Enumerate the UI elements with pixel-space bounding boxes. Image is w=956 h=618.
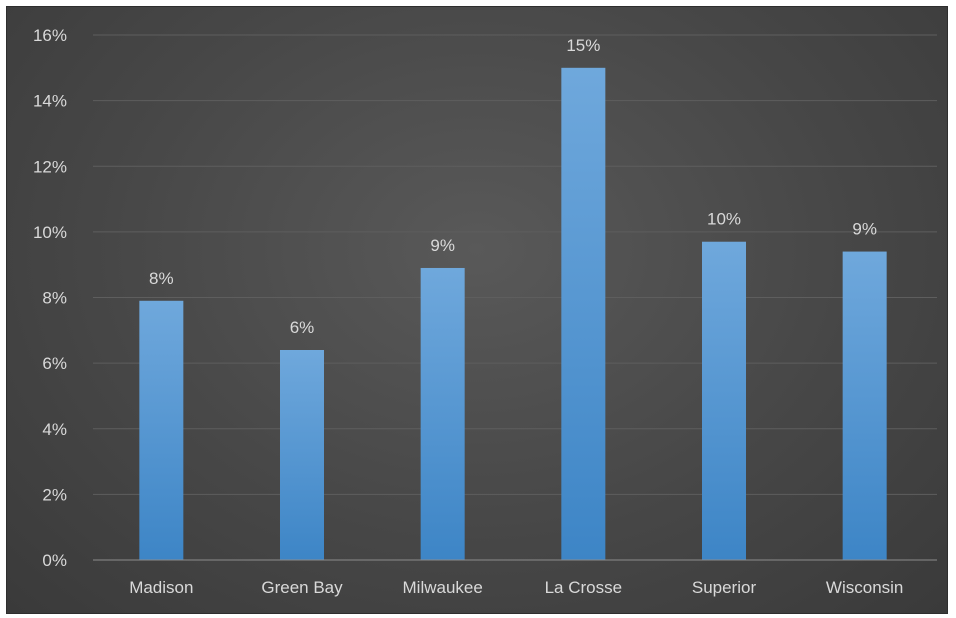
x-category-label: Wisconsin (826, 578, 903, 597)
y-tick-label: 4% (42, 420, 67, 439)
bar (139, 300, 184, 560)
gridlines (93, 34, 937, 495)
x-category-label: Madison (129, 578, 193, 597)
y-tick-label: 0% (42, 551, 67, 570)
y-tick-label: 6% (42, 354, 67, 373)
x-category-label: Green Bay (261, 578, 343, 597)
y-tick-label: 8% (42, 289, 67, 308)
x-axis-categories: Madison Green Bay Milwaukee La Crosse Superi… (129, 578, 903, 597)
y-tick-label: 10% (33, 223, 67, 242)
bar (280, 350, 324, 560)
bar (561, 67, 606, 560)
y-tick-label: 16% (33, 26, 67, 45)
x-category-label: Superior (692, 578, 757, 597)
bar (702, 241, 746, 560)
bar (420, 267, 465, 560)
bar (842, 251, 887, 560)
data-label: 9% (852, 220, 877, 239)
y-tick-label: 12% (33, 157, 67, 176)
y-tick-label: 14% (33, 92, 67, 111)
data-labels: 8% 6% 9% 15% 10% 9% (149, 36, 877, 337)
y-axis-ticks: 0% 2% 4% 6% 8% 10% 12% 14% 16% (33, 26, 67, 570)
data-label: 6% (290, 318, 315, 337)
data-label: 9% (430, 236, 455, 255)
bar-chart: 0% 2% 4% 6% 8% 10% 12% 14% 16% 8% 6% 9% 15% 10% 9% Ma… (33, 26, 937, 597)
bars (139, 67, 887, 560)
chart-area: 0% 2% 4% 6% 8% 10% 12% 14% 16% 8% 6% 9% 15% 10% 9% Ma… (6, 6, 948, 614)
data-label: 8% (149, 269, 174, 288)
data-label: 15% (566, 36, 600, 55)
x-category-label: Milwaukee (403, 578, 483, 597)
data-label: 10% (707, 210, 741, 229)
x-category-label: La Crosse (545, 578, 622, 597)
y-tick-label: 2% (42, 485, 67, 504)
